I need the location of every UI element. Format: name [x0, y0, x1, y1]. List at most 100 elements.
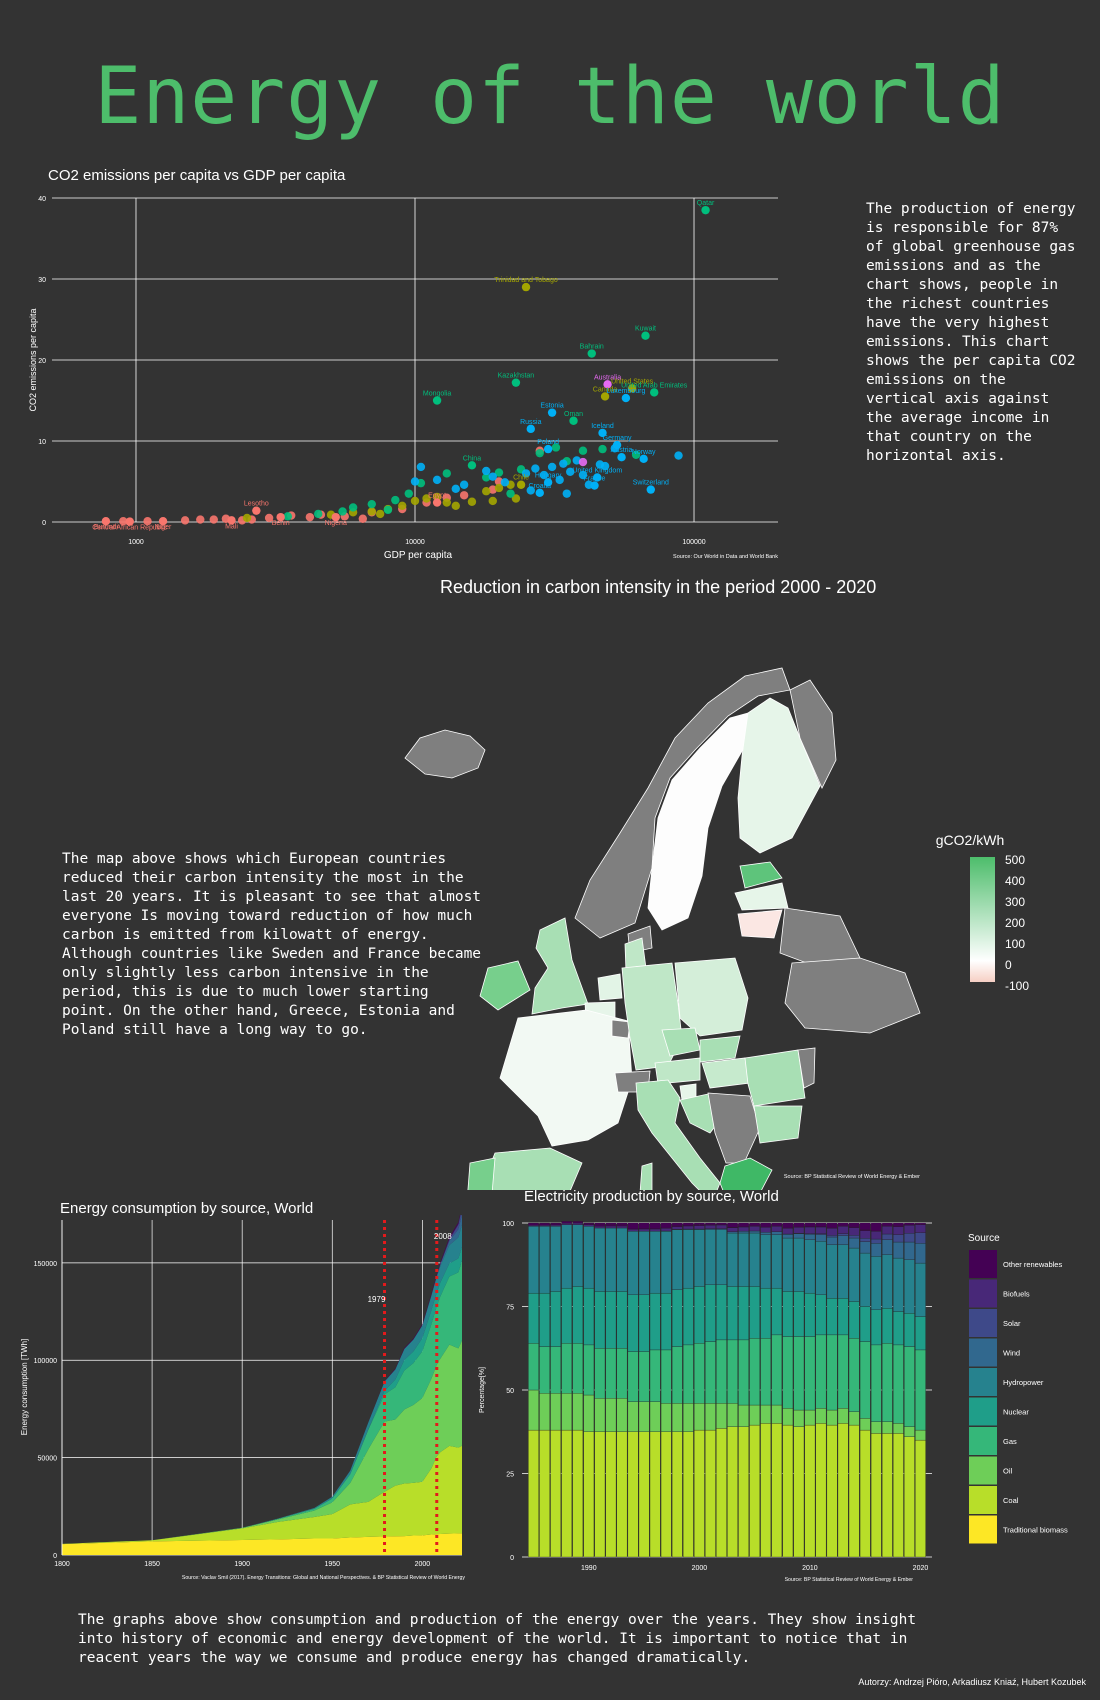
bar-segment — [539, 1346, 550, 1394]
bar-segment — [671, 1226, 683, 1230]
data-point — [227, 516, 236, 525]
bar-segment — [705, 1403, 716, 1431]
bar-segment — [915, 1232, 926, 1244]
data-point — [367, 499, 376, 509]
bar-segment — [561, 1429, 572, 1558]
bar-segment — [837, 1298, 849, 1336]
data-point — [367, 507, 376, 516]
area-title: Energy consumption by source, World — [60, 1200, 314, 1217]
country-france — [499, 1009, 633, 1147]
legend-key — [969, 1338, 997, 1367]
bar-segment — [605, 1223, 617, 1225]
country-moldova — [797, 1047, 816, 1089]
bar-segment — [594, 1226, 606, 1229]
bar-segment — [683, 1403, 694, 1432]
bar-segment — [594, 1348, 606, 1399]
bar-segment — [815, 1233, 827, 1235]
bar-segment — [705, 1341, 716, 1404]
bar-segment — [605, 1225, 617, 1229]
bar-segment — [749, 1338, 760, 1406]
data-point — [451, 501, 460, 510]
bar-segment — [915, 1439, 926, 1558]
bar-segment — [782, 1408, 794, 1426]
legend-value: 0 — [1005, 958, 1012, 972]
bar-segment — [561, 1221, 572, 1224]
bar-title: Electricity production by source, World — [524, 1188, 779, 1205]
country-hungary — [701, 1057, 751, 1089]
bar-segment — [539, 1292, 550, 1347]
data-point — [101, 516, 111, 526]
bar-segment — [848, 1301, 860, 1339]
scatter-chart: 0 10 20 30 40 1000 10000 100000 GDP per capita CO… — [28, 196, 778, 561]
legend-label: Solar — [1003, 1319, 1021, 1328]
bar-segment — [904, 1223, 915, 1226]
bar-segment — [760, 1404, 771, 1424]
bar-segment — [539, 1393, 550, 1431]
bar-segment — [793, 1223, 804, 1227]
bar-segment — [638, 1401, 650, 1432]
bar-segment — [683, 1224, 694, 1227]
bar-segment — [782, 1234, 794, 1239]
y-tick-label: 30 — [38, 277, 46, 284]
bar-segment — [705, 1284, 716, 1342]
source-note: Source: BP Statistical Review of World E… — [784, 1174, 920, 1180]
area-coal — [62, 1445, 462, 1545]
bar-segment — [904, 1233, 915, 1243]
bar-segment — [771, 1231, 783, 1235]
bar-segment — [859, 1241, 871, 1254]
bar-segment — [649, 1349, 661, 1402]
bar-segment — [716, 1229, 727, 1285]
data-point — [516, 480, 526, 489]
bar-segment — [904, 1436, 915, 1558]
event-label: 2008 — [434, 1232, 452, 1241]
bar-segment — [694, 1343, 705, 1404]
bar-segment — [539, 1226, 550, 1294]
energy-consumption-chart: 0 50000 100000 150000 1800 1850 1900 1950 2000 19… — [20, 1215, 465, 1581]
bar-segment — [760, 1227, 771, 1233]
data-point — [535, 488, 544, 498]
bar-segment — [882, 1433, 893, 1558]
point-label: Luxembourg — [606, 388, 645, 395]
legend-value: -100 — [1005, 979, 1029, 993]
data-point — [488, 472, 497, 481]
point-label: Norway — [632, 449, 656, 456]
country-norway — [574, 667, 791, 939]
area-traditional-biomass — [62, 1533, 462, 1555]
data-point — [398, 501, 407, 510]
bar-segment — [605, 1291, 617, 1349]
bar-segment — [616, 1227, 628, 1292]
bar-segment — [649, 1227, 661, 1230]
legend-key — [969, 1486, 997, 1514]
bar-segment — [694, 1286, 705, 1344]
bar-segment — [671, 1229, 683, 1290]
data-point — [650, 388, 659, 397]
country-estonia — [739, 861, 783, 889]
bar-segment — [860, 1223, 871, 1230]
bar-segment — [671, 1225, 683, 1227]
bar-segment — [771, 1287, 783, 1336]
data-point — [539, 470, 549, 480]
data-point — [391, 495, 400, 505]
data-point — [641, 331, 650, 340]
bar-segment — [826, 1223, 838, 1228]
country-spain — [484, 1147, 583, 1190]
point-label: Croatia — [528, 483, 551, 490]
electricity-production-chart: 0 25 50 75 100 1990 2000 2010 2020 Percentage[%] S… — [479, 1221, 1068, 1583]
bar-segment — [627, 1231, 639, 1295]
x-tick-label: 1950 — [324, 1561, 340, 1568]
bar-segment — [749, 1225, 760, 1227]
bar-segment — [893, 1226, 904, 1235]
bar-segment — [882, 1254, 893, 1309]
bar-segment — [605, 1398, 617, 1432]
bar-segment — [915, 1224, 926, 1233]
bar-segment — [583, 1431, 595, 1558]
data-point — [578, 470, 588, 480]
bar-segment — [893, 1344, 904, 1424]
bar-segment — [760, 1287, 771, 1339]
point-label: Australia — [594, 374, 621, 381]
bar-segment — [605, 1224, 617, 1227]
bar-segment — [859, 1429, 871, 1558]
country-netherlands — [597, 973, 623, 1001]
bar-segment — [882, 1239, 893, 1255]
bar-segment — [793, 1233, 805, 1239]
